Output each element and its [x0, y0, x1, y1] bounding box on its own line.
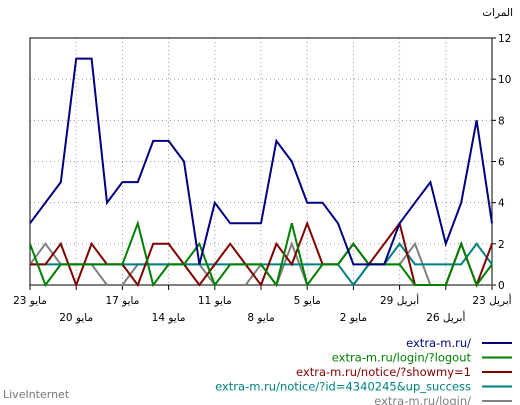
y-axis: 0 2 4 6 8 10 12	[492, 33, 511, 292]
y-tick-label: 12	[498, 33, 511, 45]
x-tick-label: 11 مايو	[198, 295, 232, 307]
x-tick-label: 17 مايو	[105, 295, 139, 307]
series-lines	[29, 57, 493, 288]
y-tick-label: 0	[498, 280, 505, 292]
x-tick-label: 8 مايو	[247, 312, 274, 324]
x-tick-label: 2 مايو	[340, 312, 367, 324]
y-tick-label: 2	[498, 239, 505, 251]
y-tick-label: 4	[498, 198, 505, 210]
series-line-1	[29, 57, 493, 266]
brand-label: LiveInternet	[3, 388, 70, 401]
legend-label: extra-m.ru/notice/?showmy=1	[296, 365, 471, 379]
y-tick-label: 10	[498, 74, 511, 86]
x-tick-label: 29 أبريل	[380, 293, 419, 307]
legend: extra-m.ru/extra-m.ru/login/?logoutextra…	[215, 336, 512, 405]
x-tick-label: 23 مايو	[13, 295, 47, 307]
x-tick-label: 5 مايو	[294, 295, 321, 307]
y-tick-label: 6	[498, 157, 505, 169]
y-tick-label: 8	[498, 115, 505, 127]
legend-label: extra-m.ru/login/?logout	[332, 351, 472, 365]
x-axis: 23 مايو 17 مايو 11 مايو 5 مايو 29 أبريل 23 أب…	[13, 285, 512, 324]
legend-label: extra-m.ru/	[406, 336, 471, 350]
legend-label: extra-m.ru/notice/?id=4340245&up_success	[215, 380, 471, 394]
legend-label: extra-m.ru/login/	[374, 394, 471, 405]
series-line-2	[29, 219, 493, 288]
x-tick-label: 26 أبريل	[426, 310, 465, 324]
grid	[30, 38, 492, 285]
x-tick-label: 14 مايو	[152, 312, 186, 324]
x-tick-label: 20 مايو	[59, 312, 93, 324]
x-tick-label: 23 أبريل	[472, 293, 511, 307]
y-axis-unit-label: المرات	[482, 7, 513, 19]
